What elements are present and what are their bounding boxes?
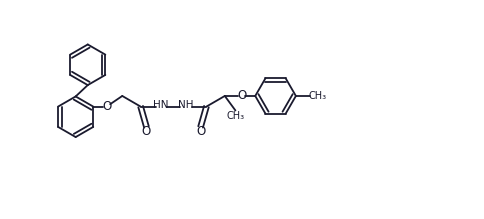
Text: HN: HN [153,100,168,110]
Text: CH₃: CH₃ [226,111,244,121]
Text: O: O [237,89,246,102]
Text: O: O [141,125,151,138]
Text: O: O [196,125,205,138]
Text: NH: NH [178,100,194,110]
Text: O: O [102,100,111,113]
Text: CH₃: CH₃ [307,91,326,101]
